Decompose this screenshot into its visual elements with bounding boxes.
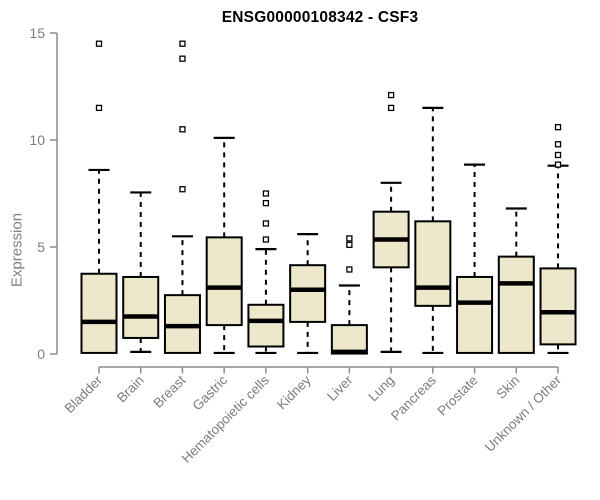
- outlier-point: [387, 91, 395, 99]
- x-axis-label: Breast: [150, 372, 188, 410]
- x-axis-label: Prostate: [435, 373, 481, 419]
- y-tick-label: 15: [29, 25, 45, 41]
- box: [456, 275, 494, 354]
- outlier-point: [179, 55, 186, 62]
- x-axis-label: Lung: [365, 373, 397, 405]
- outlier-point: [179, 126, 186, 133]
- box: [414, 220, 452, 307]
- outlier-point: [554, 141, 562, 148]
- y-tick-label: 10: [29, 132, 45, 148]
- box: [289, 264, 327, 323]
- x-axis-label: Unknown / Other: [482, 372, 565, 455]
- y-tick-label: 0: [37, 346, 45, 362]
- outlier-point: [262, 236, 270, 243]
- box: [205, 236, 243, 327]
- x-axis-label: Liver: [324, 372, 356, 404]
- outlier-point: [554, 124, 562, 131]
- outlier-point: [387, 104, 395, 112]
- outlier-point: [95, 40, 103, 47]
- box: [80, 272, 118, 354]
- box: [247, 303, 285, 348]
- x-axis-label: Bladder: [62, 372, 106, 416]
- outlier-point: [262, 220, 270, 227]
- chart-title: ENSG00000108342 - CSF3: [221, 9, 419, 26]
- outlier-point: [346, 266, 353, 273]
- y-tick-label: 5: [37, 239, 45, 255]
- x-axis-label: Pancreas: [388, 372, 439, 423]
- outlier-point: [346, 235, 353, 242]
- box: [497, 255, 535, 354]
- outlier-point: [95, 104, 103, 112]
- outlier-point: [179, 40, 186, 47]
- outlier-point: [262, 199, 270, 207]
- outlier-point: [262, 190, 270, 197]
- outlier-point: [179, 186, 186, 193]
- box: [330, 324, 368, 355]
- x-axis-label: Brain: [114, 373, 147, 406]
- outlier-point: [554, 151, 562, 159]
- box: [539, 267, 577, 346]
- box: [122, 275, 160, 339]
- outlier-point: [346, 241, 353, 249]
- x-axis-label: Gastric: [189, 372, 230, 413]
- outlier-point: [554, 161, 562, 168]
- x-axis-label: Skin: [493, 373, 522, 402]
- x-axis-label: Kidney: [274, 372, 314, 412]
